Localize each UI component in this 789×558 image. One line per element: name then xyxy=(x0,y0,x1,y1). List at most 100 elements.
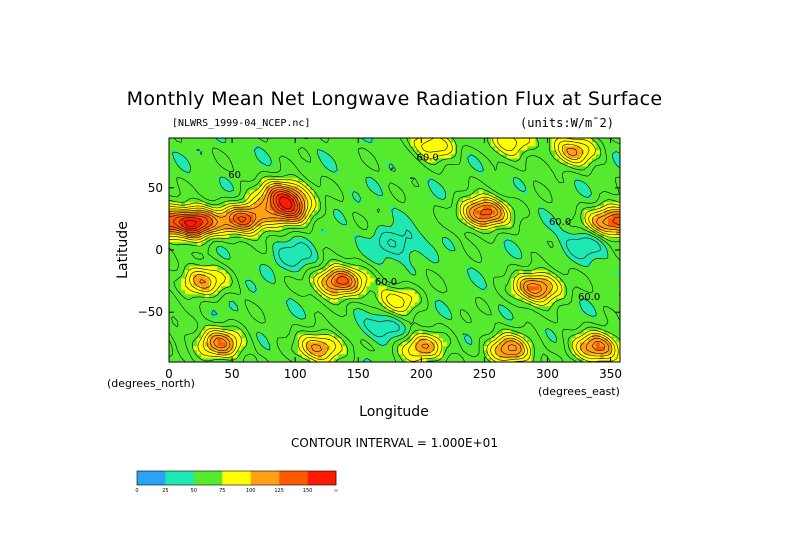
heatmap-cell xyxy=(567,198,572,203)
heatmap-cell xyxy=(567,290,572,295)
heatmap-cell xyxy=(479,290,484,295)
heatmap-cell xyxy=(386,218,391,223)
heatmap-cell xyxy=(567,330,572,335)
heatmap-cell xyxy=(430,206,436,211)
heatmap-cell xyxy=(350,346,355,351)
heatmap-cell xyxy=(313,258,319,263)
heatmap-cell xyxy=(257,310,262,315)
heatmap-cell xyxy=(221,282,226,287)
heatmap-cell xyxy=(563,242,568,247)
heatmap-cell xyxy=(334,190,339,195)
heatmap-cell xyxy=(173,310,178,315)
heatmap-cell xyxy=(253,230,258,235)
heatmap-cell xyxy=(495,286,500,291)
heatmap-cell xyxy=(269,254,274,259)
heatmap-cell xyxy=(414,222,419,227)
heatmap-cell xyxy=(471,314,476,319)
heatmap-cell xyxy=(225,190,230,195)
heatmap-cell xyxy=(595,310,601,315)
heatmap-cell xyxy=(374,198,379,203)
heatmap-cell xyxy=(313,194,319,199)
heatmap-cell xyxy=(410,290,415,295)
heatmap-cell xyxy=(297,250,303,255)
heatmap-cell xyxy=(297,238,303,243)
heatmap-cell xyxy=(326,290,331,295)
heatmap-cell xyxy=(579,294,585,299)
heatmap-cell xyxy=(511,294,516,299)
heatmap-cell xyxy=(551,318,556,323)
heatmap-cell xyxy=(607,210,613,215)
heatmap-cell xyxy=(519,210,524,215)
heatmap-cell xyxy=(309,238,315,243)
heatmap-cell xyxy=(503,346,508,351)
heatmap-cell xyxy=(499,246,504,251)
heatmap-cell xyxy=(446,198,452,203)
heatmap-cell xyxy=(430,202,436,207)
heatmap-cell xyxy=(197,246,202,251)
heatmap-cell xyxy=(483,230,488,235)
heatmap-cell xyxy=(293,270,299,275)
heatmap-cell xyxy=(491,214,496,219)
heatmap-cell xyxy=(426,266,432,271)
heatmap-cell xyxy=(249,218,254,223)
heatmap-cell xyxy=(483,346,488,351)
heatmap-cell xyxy=(523,258,528,263)
heatmap-cell xyxy=(454,210,460,215)
heatmap-cell xyxy=(309,282,315,287)
heatmap-cell xyxy=(426,314,432,319)
heatmap-cell xyxy=(547,246,552,251)
heatmap-cell xyxy=(370,290,375,295)
heatmap-cell xyxy=(479,326,484,331)
heatmap-cell xyxy=(358,242,363,247)
heatmap-cell xyxy=(277,286,283,291)
heatmap-cell xyxy=(253,210,258,215)
heatmap-cell xyxy=(607,246,613,251)
heatmap-cell xyxy=(567,190,572,195)
heatmap-cell xyxy=(273,286,279,291)
heatmap-cell xyxy=(277,318,283,323)
heatmap-cell xyxy=(555,246,560,251)
heatmap-cell xyxy=(193,346,198,351)
heatmap-cell xyxy=(370,350,375,355)
heatmap-cell xyxy=(599,218,605,223)
heatmap-cell xyxy=(487,326,492,331)
heatmap-cell xyxy=(571,330,577,335)
heatmap-cell xyxy=(265,198,270,203)
heatmap-cell xyxy=(426,270,432,275)
heatmap-cell xyxy=(438,346,444,351)
heatmap-cell xyxy=(535,346,540,351)
heatmap-cell xyxy=(406,190,411,195)
heatmap-cell xyxy=(523,198,528,203)
heatmap-cell xyxy=(515,342,520,347)
heatmap-cell xyxy=(390,202,395,207)
heatmap-cell xyxy=(382,206,387,211)
heatmap-cell xyxy=(241,298,246,303)
heatmap-cell xyxy=(233,234,238,239)
heatmap-cell xyxy=(539,306,544,311)
heatmap-cell xyxy=(237,262,242,267)
heatmap-cell xyxy=(358,302,363,307)
heatmap-cell xyxy=(579,318,585,323)
heatmap-cell xyxy=(217,254,222,259)
heatmap-cell xyxy=(527,306,532,311)
heatmap-cell xyxy=(398,194,403,199)
heatmap-cell xyxy=(571,238,577,243)
heatmap-cell xyxy=(253,290,258,295)
heatmap-cell xyxy=(261,290,266,295)
heatmap-cell xyxy=(519,330,524,335)
heatmap-cell xyxy=(511,234,516,239)
heatmap-cell xyxy=(458,230,464,235)
heatmap-cell xyxy=(301,330,307,335)
heatmap-cell xyxy=(209,206,214,211)
heatmap-cell xyxy=(281,238,287,243)
heatmap-cell xyxy=(362,298,367,303)
heatmap-cell xyxy=(519,286,524,291)
heatmap-cell xyxy=(173,290,178,295)
heatmap-cell xyxy=(527,194,532,199)
heatmap-cell xyxy=(479,354,484,359)
heatmap-cell xyxy=(265,258,270,263)
heatmap-cell xyxy=(189,242,194,247)
heatmap-cell xyxy=(293,330,299,335)
heatmap-cell xyxy=(527,214,532,219)
heatmap-cell xyxy=(483,358,488,362)
